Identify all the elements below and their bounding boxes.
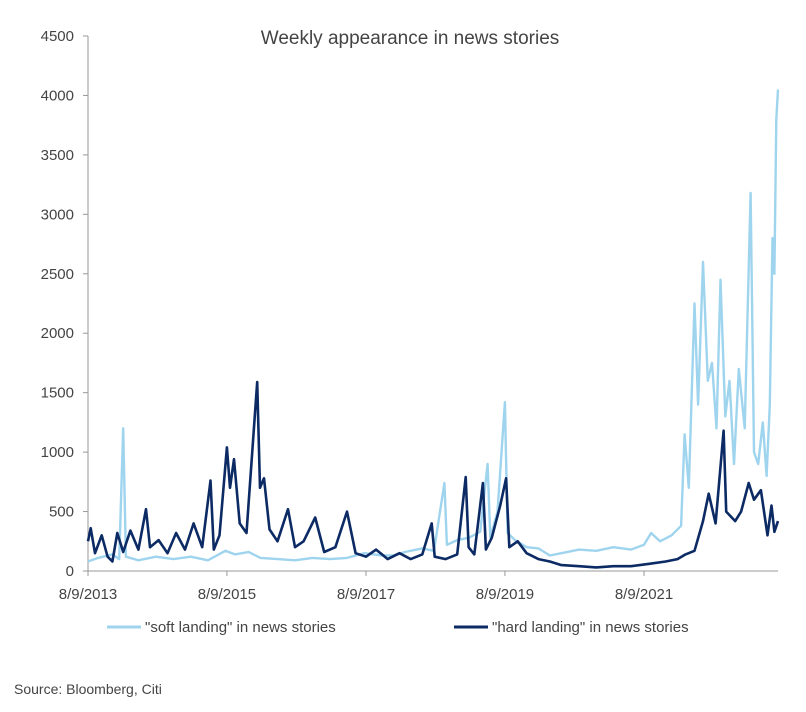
legend-label: "hard landing" in news stories [492, 619, 689, 636]
series-line-hard-landing [86, 380, 780, 569]
y-tick-label: 0 [66, 563, 74, 580]
legend: "soft landing" in news stories "hard land… [107, 619, 689, 636]
y-tick-label: 4500 [41, 28, 74, 45]
x-tick-label: 8/9/2019 [476, 586, 534, 603]
y-tick-label: 1000 [41, 444, 74, 461]
source-note: Source: Bloomberg, Citi [14, 681, 162, 697]
y-tick-label: 1500 [41, 385, 74, 402]
y-tick-label: 500 [49, 504, 74, 521]
x-tick-label: 8/9/2017 [337, 586, 395, 603]
chart-title: Weekly appearance in news stories [261, 28, 560, 49]
x-tick-label: 8/9/2021 [615, 586, 673, 603]
y-tick-label: 3000 [41, 206, 74, 223]
y-tick-label: 2000 [41, 325, 74, 342]
x-tick-label: 8/9/2015 [198, 586, 256, 603]
x-tick-label: 8/9/2013 [59, 586, 117, 603]
y-tick-label: 2500 [41, 266, 74, 283]
legend-label: "soft landing" in news stories [145, 619, 336, 636]
y-tick-label: 3500 [41, 147, 74, 164]
series-line-soft-landing [87, 89, 780, 563]
y-tick-label: 4000 [41, 87, 74, 104]
plot-area: 0 500 1000 1500 2000 2500 3000 3500 4000 4500 8/9/… [41, 28, 780, 603]
